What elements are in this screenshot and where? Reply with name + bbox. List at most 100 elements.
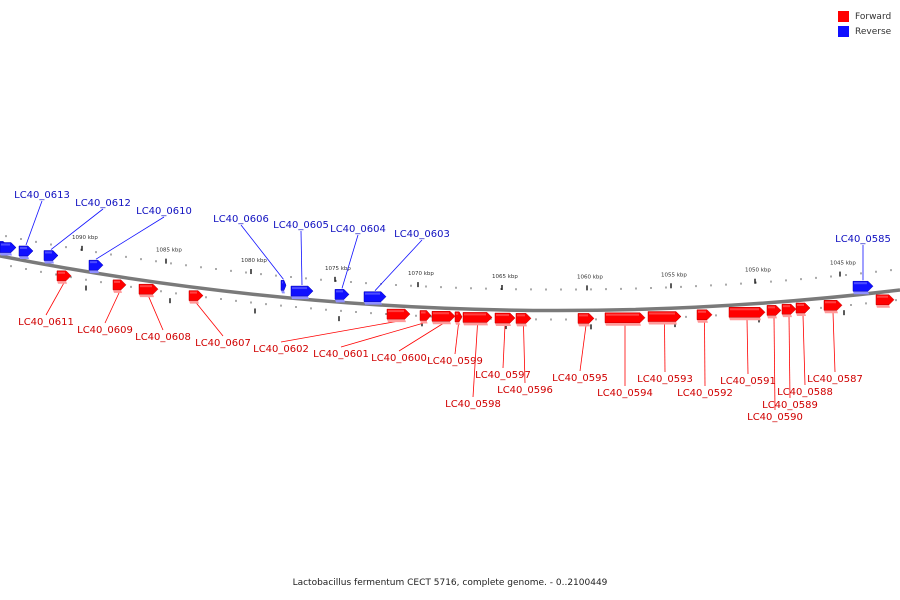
genome-backbone — [0, 254, 900, 313]
gene-feature[interactable] — [0, 242, 17, 256]
gene-feature[interactable] — [875, 294, 895, 308]
leader-line — [523, 325, 526, 384]
gene-LC40_0611[interactable] — [56, 270, 72, 284]
gene-shadow — [281, 290, 285, 294]
gene-LC40_0587[interactable] — [823, 300, 843, 314]
ruler-tick-label: 1055 kbp — [661, 272, 687, 278]
gene-label: LC40_0593 — [637, 374, 693, 385]
gene-arrow[interactable] — [875, 294, 895, 306]
gene-highlight — [292, 287, 307, 290]
gene-arrow[interactable] — [431, 310, 456, 322]
gene-label: LC40_0613 — [14, 190, 70, 201]
gene-LC40_0596[interactable] — [515, 313, 532, 327]
gene-label: LC40_0603 — [394, 229, 450, 240]
gene-highlight — [336, 290, 343, 293]
gene-highlight — [768, 306, 775, 309]
gene-LC40_0609[interactable] — [112, 279, 127, 293]
gene-shadow — [455, 321, 461, 325]
gene-arrow[interactable] — [604, 312, 646, 323]
gene-highlight — [388, 310, 404, 313]
gene-arrow[interactable] — [56, 270, 72, 282]
gene-highlight — [282, 281, 283, 284]
leader-line — [579, 325, 587, 372]
gene-LC40_0589[interactable] — [781, 303, 797, 318]
ruler-tick-label: 1085 kbp — [156, 248, 182, 254]
gene-arrow[interactable] — [766, 305, 782, 316]
gene-arrow[interactable] — [88, 259, 104, 271]
gene-label: LC40_0609 — [77, 325, 133, 336]
gene-LC40_0613[interactable] — [18, 245, 34, 259]
gene-arrow[interactable] — [795, 302, 811, 314]
gene-arrow[interactable] — [494, 312, 516, 324]
gene-label: LC40_0604 — [330, 224, 386, 235]
gene-highlight — [190, 291, 197, 294]
gene-LC40_0595[interactable] — [577, 313, 595, 327]
gene-LC40_0594[interactable] — [604, 312, 646, 326]
gene-LC40_0605[interactable] — [290, 285, 314, 300]
gene-LC40_0610[interactable] — [88, 259, 104, 274]
gene-label: LC40_0588 — [777, 387, 833, 398]
gene-LC40_0591[interactable] — [728, 307, 766, 321]
gene-LC40_0612[interactable] — [43, 250, 59, 264]
gene-arrow[interactable] — [454, 311, 463, 323]
gene-arrow[interactable] — [138, 283, 159, 295]
gene-arrow[interactable] — [696, 309, 713, 321]
gene-LC40_0600[interactable] — [431, 310, 456, 325]
gene-LC40_0606[interactable] — [280, 280, 287, 294]
gene-arrow[interactable] — [823, 300, 843, 311]
gene-highlight — [606, 313, 639, 316]
gene-label: LC40_0592 — [677, 388, 733, 399]
gene-LC40_0601[interactable] — [419, 310, 432, 324]
gene-arrow[interactable] — [0, 242, 17, 253]
gene-highlight — [825, 301, 836, 304]
gene-shadow — [853, 291, 869, 295]
gene-highlight — [456, 312, 459, 315]
ruler-tick-label: 1090 kbp — [72, 235, 98, 241]
gene-LC40_0592[interactable] — [696, 309, 713, 323]
gene-LC40_0602[interactable] — [386, 308, 411, 323]
gene-arrow[interactable] — [386, 308, 411, 320]
gene-arrow[interactable] — [419, 310, 432, 321]
leader-line — [802, 314, 806, 386]
gene-LC40_0607[interactable] — [188, 290, 204, 304]
forward-swatch — [838, 11, 849, 22]
gene-LC40_0604[interactable] — [334, 289, 350, 303]
gene-label: LC40_0605 — [273, 220, 329, 231]
ruler-tick-label: 1065 kbp — [492, 274, 518, 280]
gene-arrow[interactable] — [290, 285, 314, 297]
gene-arrow[interactable] — [112, 279, 127, 291]
gene-highlight — [783, 305, 790, 308]
gene-LC40_0593[interactable] — [647, 311, 682, 325]
leader-line — [104, 291, 120, 324]
gene-arrow[interactable] — [18, 245, 34, 257]
gene-arrow[interactable] — [280, 280, 287, 291]
genome-caption: Lactobacillus fermentum CECT 5716, compl… — [292, 578, 608, 588]
gene-label: LC40_0607 — [195, 338, 251, 349]
gene-LC40_0590[interactable] — [766, 305, 782, 319]
gene-arrow[interactable] — [852, 280, 874, 292]
gene-shadow — [57, 280, 67, 284]
ruler-tick-label: 1045 kbp — [830, 261, 856, 267]
gene-LC40_0597[interactable] — [494, 312, 516, 327]
gene-arrow[interactable] — [363, 291, 387, 302]
gene-LC40_0603[interactable] — [363, 291, 387, 305]
gene-LC40_0599[interactable] — [454, 311, 463, 325]
gene-shadow — [824, 310, 838, 314]
gene-arrow[interactable] — [781, 303, 797, 315]
gene-LC40_0588[interactable] — [795, 302, 811, 316]
gene-arrow[interactable] — [43, 250, 59, 261]
leader-line — [280, 320, 399, 343]
gene-LC40_0608[interactable] — [138, 283, 159, 298]
gene-arrow[interactable] — [334, 289, 350, 300]
gene-arrow[interactable] — [515, 313, 532, 324]
gene-arrow[interactable] — [647, 311, 682, 322]
gene-arrow[interactable] — [577, 313, 595, 324]
gene-arrow[interactable] — [188, 290, 204, 301]
gene-LC40_0598[interactable] — [462, 312, 493, 326]
gene-highlight — [421, 311, 426, 314]
gene-highlight — [1, 243, 10, 246]
gene-LC40_0585[interactable] — [852, 280, 874, 295]
gene-arrow[interactable] — [462, 312, 493, 323]
gene-arrow[interactable] — [728, 307, 766, 318]
